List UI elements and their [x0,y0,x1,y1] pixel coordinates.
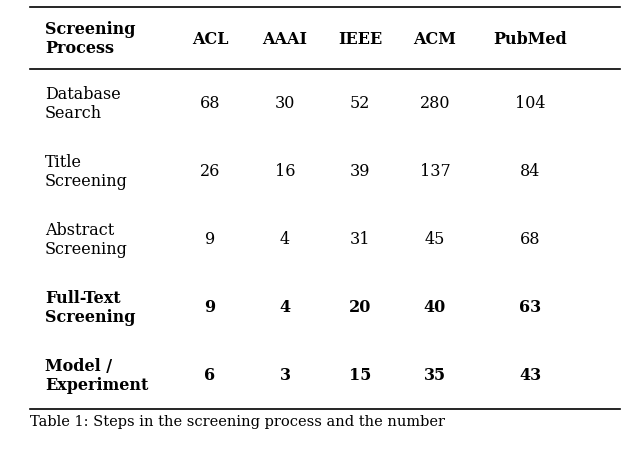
Text: Title
Screening: Title Screening [45,153,128,190]
Text: Screening
Process: Screening Process [45,20,136,57]
Text: 280: 280 [420,95,451,112]
Text: 137: 137 [420,163,451,180]
Text: 39: 39 [349,163,371,180]
Text: 52: 52 [350,95,370,112]
Text: 16: 16 [275,163,295,180]
Text: 35: 35 [424,367,446,384]
Text: 15: 15 [349,367,371,384]
Text: 84: 84 [520,163,540,180]
Text: 20: 20 [349,299,371,316]
Text: 104: 104 [515,95,545,112]
Text: Model /
Experiment: Model / Experiment [45,357,148,394]
Text: IEEE: IEEE [338,30,382,47]
Text: 68: 68 [200,95,220,112]
Text: 31: 31 [349,231,371,248]
Text: Abstract
Screening: Abstract Screening [45,221,128,258]
Text: Table 1: Steps in the screening process and the number: Table 1: Steps in the screening process … [30,414,445,428]
Text: 4: 4 [280,231,290,248]
Text: 9: 9 [205,231,215,248]
Text: 68: 68 [520,231,540,248]
Text: Database
Search: Database Search [45,86,121,122]
Text: ACM: ACM [413,30,456,47]
Text: 3: 3 [280,367,291,384]
Text: 26: 26 [200,163,220,180]
Text: Full-Text
Screening: Full-Text Screening [45,289,136,326]
Text: 43: 43 [519,367,541,384]
Text: 40: 40 [424,299,446,316]
Text: AAAI: AAAI [262,30,307,47]
Text: PubMed: PubMed [493,30,567,47]
Text: ACL: ACL [192,30,228,47]
Text: 9: 9 [204,299,216,316]
Text: 4: 4 [280,299,291,316]
Text: 30: 30 [275,95,295,112]
Text: 45: 45 [425,231,445,248]
Text: 6: 6 [204,367,216,384]
Text: 63: 63 [519,299,541,316]
